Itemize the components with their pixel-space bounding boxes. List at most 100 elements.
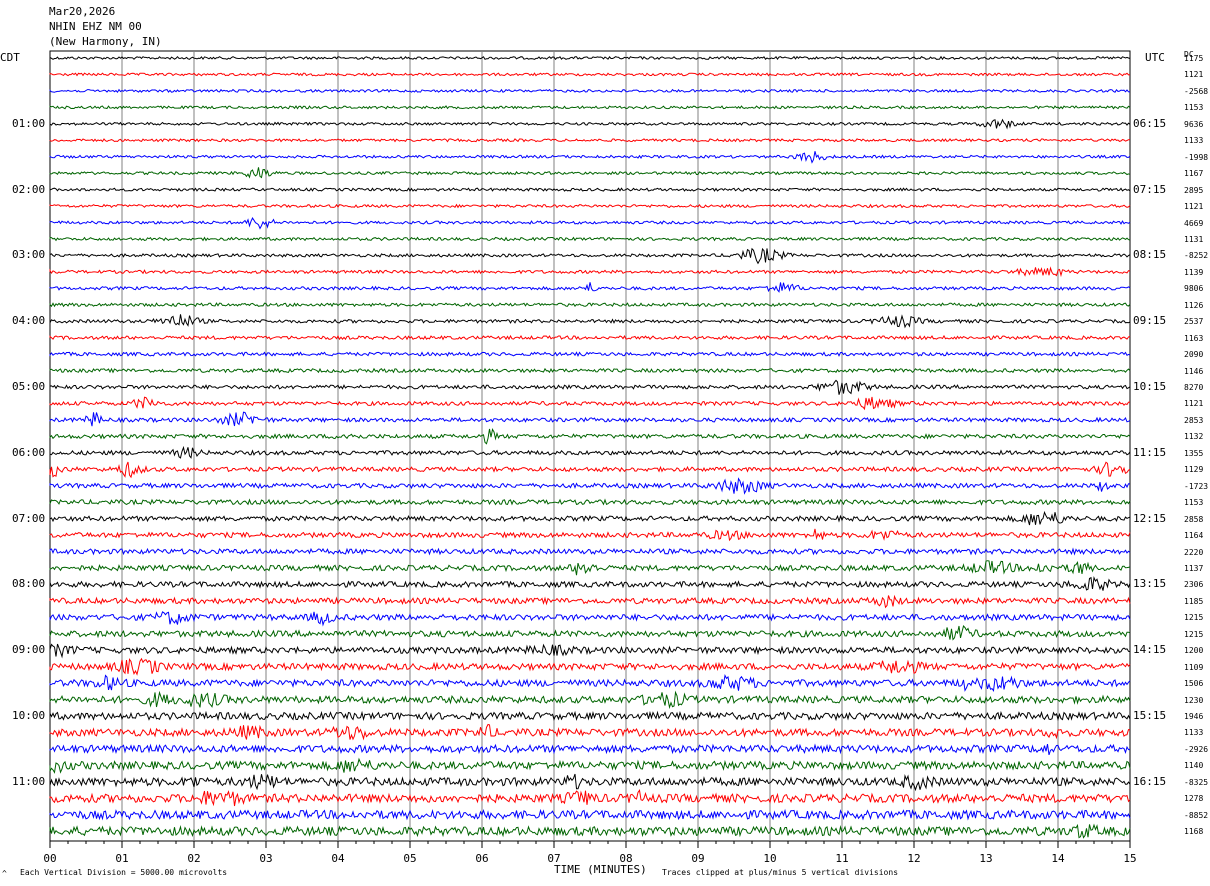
trace-line [49, 411, 1131, 427]
trace-line [49, 187, 1131, 192]
dc-offset-label: 1140 [1184, 761, 1204, 771]
trace-line [49, 643, 1131, 659]
x-tick-label: 07 [547, 852, 561, 865]
dc-offset-label: 4669 [1184, 218, 1204, 228]
dc-offset-label: 1137 [1184, 563, 1204, 573]
trace-line [49, 710, 1131, 722]
dc-offset-label: 9636 [1184, 119, 1204, 129]
x-tick-label: 04 [331, 852, 345, 865]
left-time-label: 08:00 [12, 577, 46, 591]
dc-offset-label: 1153 [1184, 498, 1204, 508]
left-timezone-label: CDT [0, 51, 20, 64]
dc-offset-label: 1131 [1184, 234, 1204, 244]
trace-line [49, 88, 1131, 94]
trace-line [49, 560, 1131, 576]
dc-offset-label: 1139 [1184, 267, 1204, 277]
dc-offset-label: 2090 [1184, 350, 1204, 360]
trace-line [49, 510, 1131, 526]
dc-offset-label: -8252 [1184, 251, 1209, 261]
x-axis-title: TIME (MINUTES) [554, 863, 647, 876]
dc-offset-label: 1355 [1184, 448, 1204, 458]
dc-offset-label: -2568 [1184, 86, 1209, 96]
right-time-label: 07:15 [1133, 182, 1167, 196]
dc-offset-label: 2306 [1184, 580, 1204, 590]
right-time-label: 08:15 [1133, 248, 1167, 262]
trace-line [49, 673, 1131, 693]
left-time-label: 11:00 [12, 774, 46, 788]
trace-line [49, 302, 1131, 308]
dc-offset-label: 1121 [1184, 399, 1204, 409]
trace-line [49, 334, 1131, 341]
left-time-label: 06:00 [12, 445, 46, 459]
trace-line [49, 105, 1131, 110]
trace-line [49, 138, 1131, 143]
clip-note: Traces clipped at plus/minus 5 vertical … [662, 868, 899, 877]
trace-line [49, 528, 1131, 542]
x-tick-label: 06 [475, 852, 489, 865]
dc-offset-label: 2853 [1184, 415, 1204, 425]
dc-offset-label: 1167 [1184, 169, 1204, 179]
dc-offset-label: 1215 [1184, 613, 1204, 623]
trace-line [49, 203, 1131, 209]
dc-offset-label: 9806 [1184, 284, 1204, 294]
dc-offset-label: 2895 [1184, 185, 1204, 195]
x-tick-label: 09 [691, 852, 705, 865]
x-tick-label: 01 [115, 852, 129, 865]
trace-line [49, 657, 1131, 676]
right-time-label: 13:15 [1133, 577, 1167, 591]
dc-offset-label: -1723 [1184, 481, 1209, 491]
trace-line [49, 445, 1131, 459]
dc-offset-label: 2220 [1184, 547, 1204, 557]
dc-offset-label: 1185 [1184, 596, 1204, 606]
left-time-label: 10:00 [12, 709, 46, 722]
dc-column-header: DC [1184, 50, 1194, 59]
plot-frame [49, 50, 1131, 842]
dc-offset-label: 8270 [1184, 383, 1204, 392]
trace-line [49, 547, 1131, 556]
trace-line [49, 789, 1131, 807]
trace-line [49, 396, 1131, 411]
trace-line [49, 266, 1131, 278]
dc-offset-label: 1129 [1184, 465, 1204, 475]
x-tick-label: 12 [907, 852, 921, 865]
trace-line [49, 611, 1131, 627]
trace-line [49, 624, 1131, 641]
trace-line [49, 55, 1131, 61]
x-tick-label: 00 [43, 852, 57, 865]
trace-line [49, 247, 1131, 265]
dc-offset-label: 1121 [1184, 70, 1204, 80]
left-time-label: 09:00 [12, 643, 46, 657]
trace-line [49, 314, 1131, 329]
right-timezone-label: UTC [1145, 51, 1165, 64]
trace-line [49, 808, 1131, 821]
trace-line [49, 773, 1131, 792]
trace-line [49, 151, 1131, 164]
left-time-label: 02:00 [12, 182, 46, 196]
left-time-label: 03:00 [12, 248, 46, 262]
scale-note: Each Vertical Division = 5000.00 microvo… [20, 868, 228, 877]
trace-line [49, 690, 1131, 710]
trace-line [49, 72, 1131, 77]
station-location: (New Harmony, IN) [49, 35, 162, 48]
right-time-label: 10:15 [1133, 380, 1167, 393]
dc-offset-label: 1175 [1184, 54, 1204, 63]
dc-offset-label: 1230 [1184, 695, 1204, 705]
left-time-label: 05:00 [12, 380, 46, 393]
trace-line [49, 118, 1131, 130]
x-tick-label: 10 [763, 852, 777, 865]
dc-offset-label: 1278 [1184, 794, 1204, 804]
trace-line [49, 236, 1131, 242]
dc-offset-label: 1133 [1184, 728, 1204, 738]
dc-offset-label: 1126 [1184, 300, 1204, 310]
trace-line [49, 167, 1131, 179]
x-tick-label: 05 [403, 852, 417, 865]
right-time-label: 14:15 [1133, 643, 1167, 657]
trace-line [49, 594, 1131, 609]
trace-line [49, 367, 1131, 374]
dc-offset-label: 1133 [1184, 136, 1204, 146]
right-time-label: 09:15 [1133, 314, 1167, 328]
x-tick-label: 13 [979, 852, 993, 865]
dc-offset-label: -2926 [1184, 744, 1209, 754]
dc-offset-label: 1506 [1184, 679, 1204, 689]
dc-offset-label: 1163 [1184, 333, 1204, 343]
